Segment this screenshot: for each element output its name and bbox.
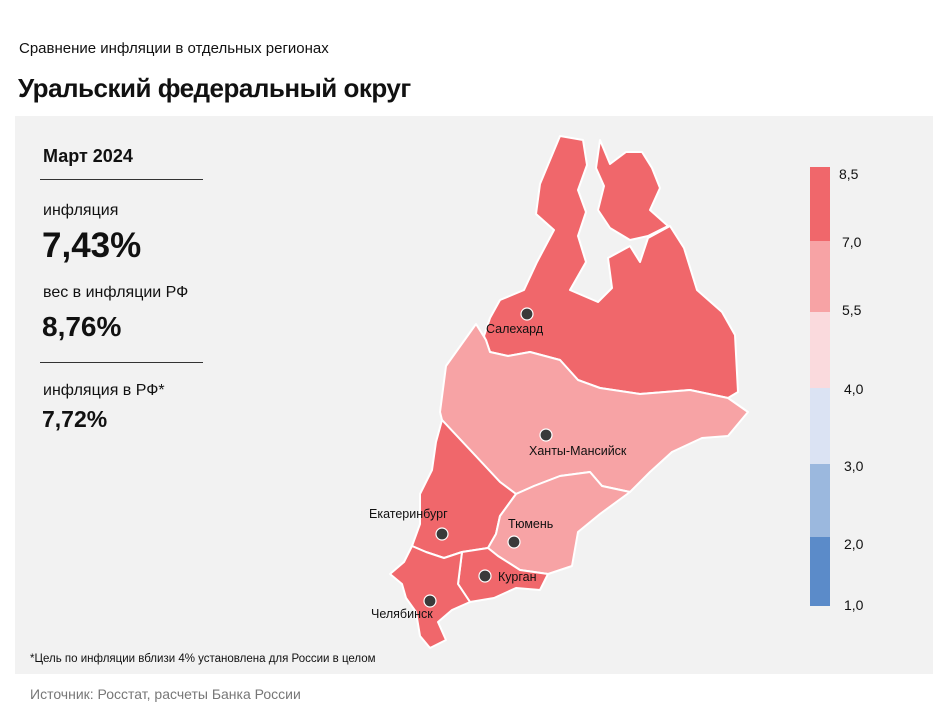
city-label: Екатеринбург xyxy=(369,507,448,521)
rf-inflation-value: 7,72% xyxy=(42,406,108,432)
legend-color-scale xyxy=(810,167,830,606)
city-marker[interactable] xyxy=(478,569,492,583)
city-label: Тюмень xyxy=(508,517,553,531)
city-label: Курган xyxy=(498,570,537,584)
city-marker[interactable] xyxy=(520,307,534,321)
legend-tick-label: 5,5 xyxy=(842,302,862,318)
period-label: Март 2024 xyxy=(43,146,133,166)
source-note: Источник: Росстат, расчеты Банка России xyxy=(30,686,301,702)
page-title: Уральский федеральный округ xyxy=(18,73,411,103)
legend-tick-label: 7,0 xyxy=(842,234,862,250)
city-label: Салехард xyxy=(486,322,544,336)
city-marker[interactable] xyxy=(423,594,437,608)
city-marker[interactable] xyxy=(507,535,521,549)
city-marker[interactable] xyxy=(435,527,449,541)
legend-tick-label: 4,0 xyxy=(844,381,864,397)
city-label: Ханты-Мансийск xyxy=(529,444,627,458)
legend-tick-label: 2,0 xyxy=(844,536,864,552)
page-subtitle: Сравнение инфляции в отдельных регионах xyxy=(19,40,329,57)
divider xyxy=(40,362,203,363)
legend-tick-label: 8,5 xyxy=(839,166,859,182)
legend-tick-label: 1,0 xyxy=(844,597,864,613)
city-marker[interactable] xyxy=(539,428,553,442)
weight-label: вес в инфляции РФ xyxy=(43,284,189,301)
weight-value: 8,76% xyxy=(42,311,122,342)
divider xyxy=(40,179,203,180)
footnote: *Цель по инфляции вблизи 4% установлена … xyxy=(30,653,376,665)
rf-inflation-label: инфляция в РФ* xyxy=(43,382,165,399)
city-label: Челябинск xyxy=(371,607,433,621)
inflation-label: инфляция xyxy=(43,202,119,219)
region-tyumen[interactable] xyxy=(487,471,631,575)
inflation-value: 7,43% xyxy=(42,226,142,265)
legend-tick-label: 3,0 xyxy=(844,458,864,474)
region-yamalo-nenets[interactable] xyxy=(483,135,739,399)
